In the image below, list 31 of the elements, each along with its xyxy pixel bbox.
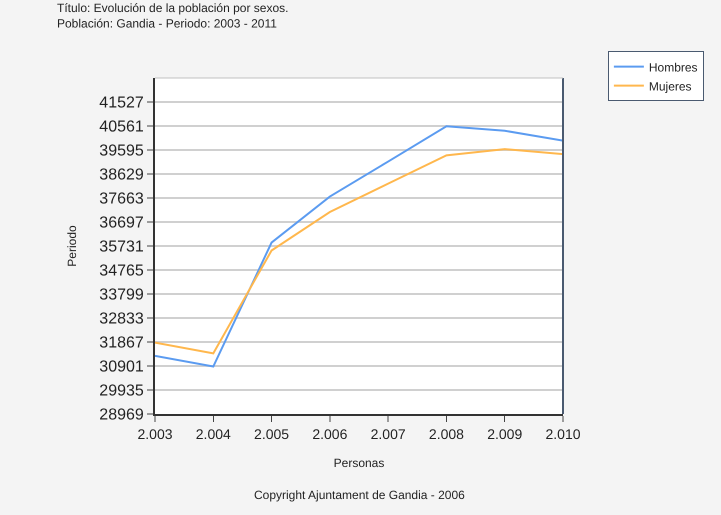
x-tick-label: 2.010 [545,426,581,442]
x-tick-label: 2.005 [254,426,290,442]
y-tick-label: 30901 [99,358,144,376]
y-tick-label: 29935 [99,382,144,400]
legend-label: Hombres [648,60,698,74]
y-tick-label: 32833 [99,310,144,328]
y-tick-label: 35731 [99,238,144,256]
x-tick-label: 2.008 [428,426,464,442]
line-series [155,148,563,354]
chart-subtitle: Población: Gandia - Periodo: 2003 - 2011 [57,16,278,31]
y-tick-label: 41527 [99,94,144,112]
y-tick-label: 28969 [99,406,144,424]
legend-label: Mujeres [648,79,692,94]
x-tick-label: 2.004 [196,426,232,442]
y-tick-label: 40561 [99,118,144,136]
y-tick-label: 38629 [99,166,144,184]
x-axis-title: Personas [334,456,384,470]
y-tick-label: 39595 [99,142,144,160]
x-tick-label: 2.007 [370,426,406,442]
y-axis-title: Periodo [65,225,80,267]
y-tick-label: 34765 [99,262,144,280]
y-tick-label: 37663 [99,190,144,208]
x-tick-label: 2.006 [312,426,348,442]
y-tick-label: 31867 [99,334,144,352]
chart-title: Título: Evolución de la población por sexos. [57,1,288,15]
y-tick-label: 36697 [99,214,144,232]
x-tick-label: 2.009 [487,426,522,442]
line-series [155,125,563,368]
y-tick-label: 33799 [99,286,144,304]
text: Copyright Ajuntament de Gandia - 2006 [254,488,466,502]
x-tick-label: 2.003 [137,426,173,442]
